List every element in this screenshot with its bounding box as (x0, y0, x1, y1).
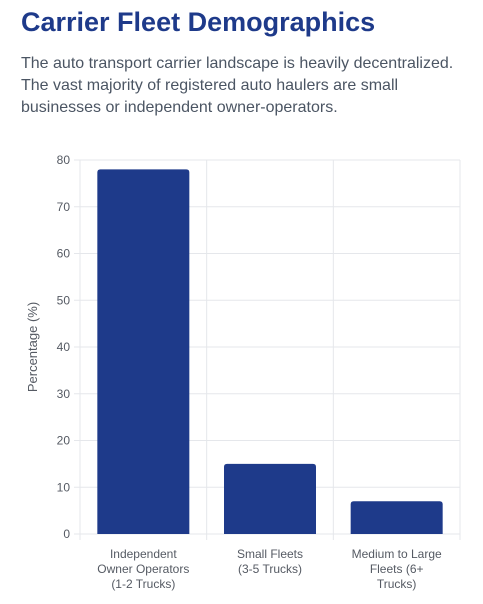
y-tick-label: 70 (57, 200, 71, 214)
x-category-label: (3-5 Trucks) (238, 562, 302, 576)
x-category-label: Independent (110, 547, 177, 561)
y-tick-label: 30 (57, 387, 71, 401)
page-description: The auto transport carrier landscape is … (21, 55, 454, 116)
bar (350, 501, 443, 534)
y-tick-label: 0 (63, 527, 70, 541)
bar (224, 463, 316, 534)
x-category-label: (1-2 Trucks) (111, 577, 175, 591)
y-tick-label: 80 (57, 153, 71, 167)
y-axis-title: Percentage (%) (25, 302, 40, 392)
x-category-label: Medium to Large (352, 547, 442, 561)
x-category-label: Trucks) (377, 577, 417, 591)
x-category-label: Small Fleets (237, 547, 303, 561)
y-tick-label: 50 (57, 293, 71, 307)
y-tick-label: 60 (57, 247, 71, 261)
y-tick-label: 40 (57, 340, 71, 354)
bar (97, 169, 190, 534)
page-title: Carrier Fleet Demographics (21, 7, 376, 37)
y-tick-label: 20 (57, 434, 71, 448)
y-tick-label: 10 (57, 480, 71, 494)
x-category-label: Fleets (6+ (370, 562, 424, 576)
x-category-label: Owner Operators (97, 562, 189, 576)
